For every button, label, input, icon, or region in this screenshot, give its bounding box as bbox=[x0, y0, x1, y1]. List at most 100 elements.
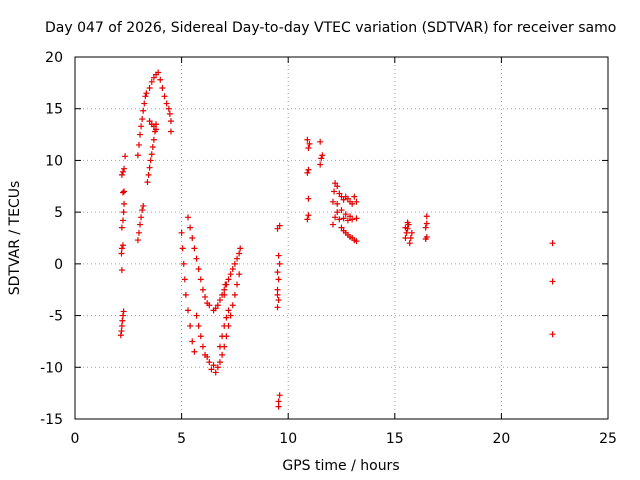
data-point bbox=[118, 250, 125, 257]
y-tick-label: 15 bbox=[45, 102, 63, 118]
data-point bbox=[212, 369, 219, 376]
data-point bbox=[305, 212, 312, 219]
data-point bbox=[135, 229, 142, 236]
data-point bbox=[338, 207, 345, 214]
data-point bbox=[150, 123, 157, 130]
data-point bbox=[276, 222, 283, 229]
data-point bbox=[122, 153, 129, 160]
data-point bbox=[274, 286, 281, 293]
data-point bbox=[275, 398, 282, 405]
data-point bbox=[121, 165, 128, 172]
data-point bbox=[161, 93, 168, 100]
data-point bbox=[121, 188, 128, 195]
data-point bbox=[353, 215, 360, 222]
data-point bbox=[206, 359, 213, 366]
data-point bbox=[212, 305, 219, 312]
data-point bbox=[236, 271, 243, 278]
data-point bbox=[329, 198, 336, 205]
data-point bbox=[549, 240, 556, 247]
data-point bbox=[202, 293, 209, 300]
data-point bbox=[318, 155, 325, 162]
data-point bbox=[140, 202, 147, 209]
data-point bbox=[119, 242, 126, 249]
data-point bbox=[118, 171, 125, 178]
data-point bbox=[118, 267, 125, 274]
data-point bbox=[137, 131, 144, 138]
data-point bbox=[182, 291, 189, 298]
data-point bbox=[234, 281, 241, 288]
data-point bbox=[193, 255, 200, 262]
data-point bbox=[404, 219, 411, 226]
data-points bbox=[117, 69, 556, 410]
data-point bbox=[423, 233, 430, 240]
y-tick-label: -5 bbox=[49, 309, 63, 325]
data-point bbox=[191, 245, 198, 252]
data-point bbox=[189, 338, 196, 345]
data-point bbox=[549, 331, 556, 338]
data-point bbox=[141, 100, 148, 107]
data-point bbox=[317, 138, 324, 145]
data-point bbox=[221, 286, 228, 293]
data-point bbox=[331, 188, 338, 195]
data-point bbox=[193, 312, 200, 319]
data-point bbox=[181, 276, 188, 283]
data-point bbox=[142, 93, 149, 100]
data-point bbox=[237, 245, 244, 252]
data-point bbox=[347, 213, 354, 220]
data-point bbox=[150, 136, 157, 143]
data-point bbox=[159, 85, 166, 92]
x-axis-label: GPS time / hours bbox=[282, 458, 399, 474]
y-tick-label: 20 bbox=[45, 50, 63, 66]
data-point bbox=[234, 255, 241, 262]
data-point bbox=[227, 271, 234, 278]
data-point bbox=[197, 276, 204, 283]
data-point bbox=[229, 302, 236, 309]
data-point bbox=[304, 216, 311, 223]
data-point bbox=[406, 240, 413, 247]
data-point bbox=[157, 76, 164, 83]
data-point bbox=[146, 118, 153, 125]
y-tick-label: -10 bbox=[40, 360, 63, 376]
data-point bbox=[334, 200, 341, 207]
data-point bbox=[138, 123, 145, 130]
data-point bbox=[402, 235, 409, 241]
data-point bbox=[178, 229, 185, 236]
data-point bbox=[338, 224, 345, 231]
plot-frame bbox=[74, 56, 609, 420]
data-point bbox=[422, 224, 429, 231]
data-point bbox=[319, 152, 326, 159]
data-point bbox=[118, 245, 125, 252]
x-tick-label: 0 bbox=[71, 431, 80, 447]
data-point bbox=[407, 235, 414, 241]
data-point bbox=[275, 403, 282, 410]
data-point bbox=[349, 216, 356, 223]
data-point bbox=[117, 332, 124, 339]
data-point bbox=[167, 118, 174, 125]
data-point bbox=[306, 140, 313, 147]
data-point bbox=[139, 207, 146, 214]
data-point bbox=[146, 85, 153, 92]
data-point bbox=[148, 151, 155, 158]
data-point bbox=[336, 216, 343, 223]
data-point bbox=[214, 364, 221, 371]
data-point bbox=[119, 312, 126, 319]
data-point bbox=[340, 196, 347, 203]
data-point bbox=[187, 224, 194, 231]
data-point bbox=[166, 110, 173, 117]
data-point bbox=[353, 238, 360, 245]
data-point bbox=[210, 362, 217, 369]
data-point bbox=[206, 302, 213, 309]
axis-ticks: 0 5 10 15 20 25 -15 -10 -5 0 5 10 15 20 bbox=[40, 50, 617, 447]
data-point bbox=[334, 183, 341, 190]
data-point bbox=[342, 211, 349, 218]
grid bbox=[75, 57, 608, 419]
data-point bbox=[118, 328, 125, 335]
data-point bbox=[195, 266, 202, 273]
data-point bbox=[216, 297, 223, 304]
data-point bbox=[423, 220, 430, 227]
data-point bbox=[276, 392, 283, 399]
x-tick-label: 25 bbox=[599, 431, 617, 447]
data-point bbox=[138, 214, 145, 221]
data-point bbox=[216, 359, 223, 366]
